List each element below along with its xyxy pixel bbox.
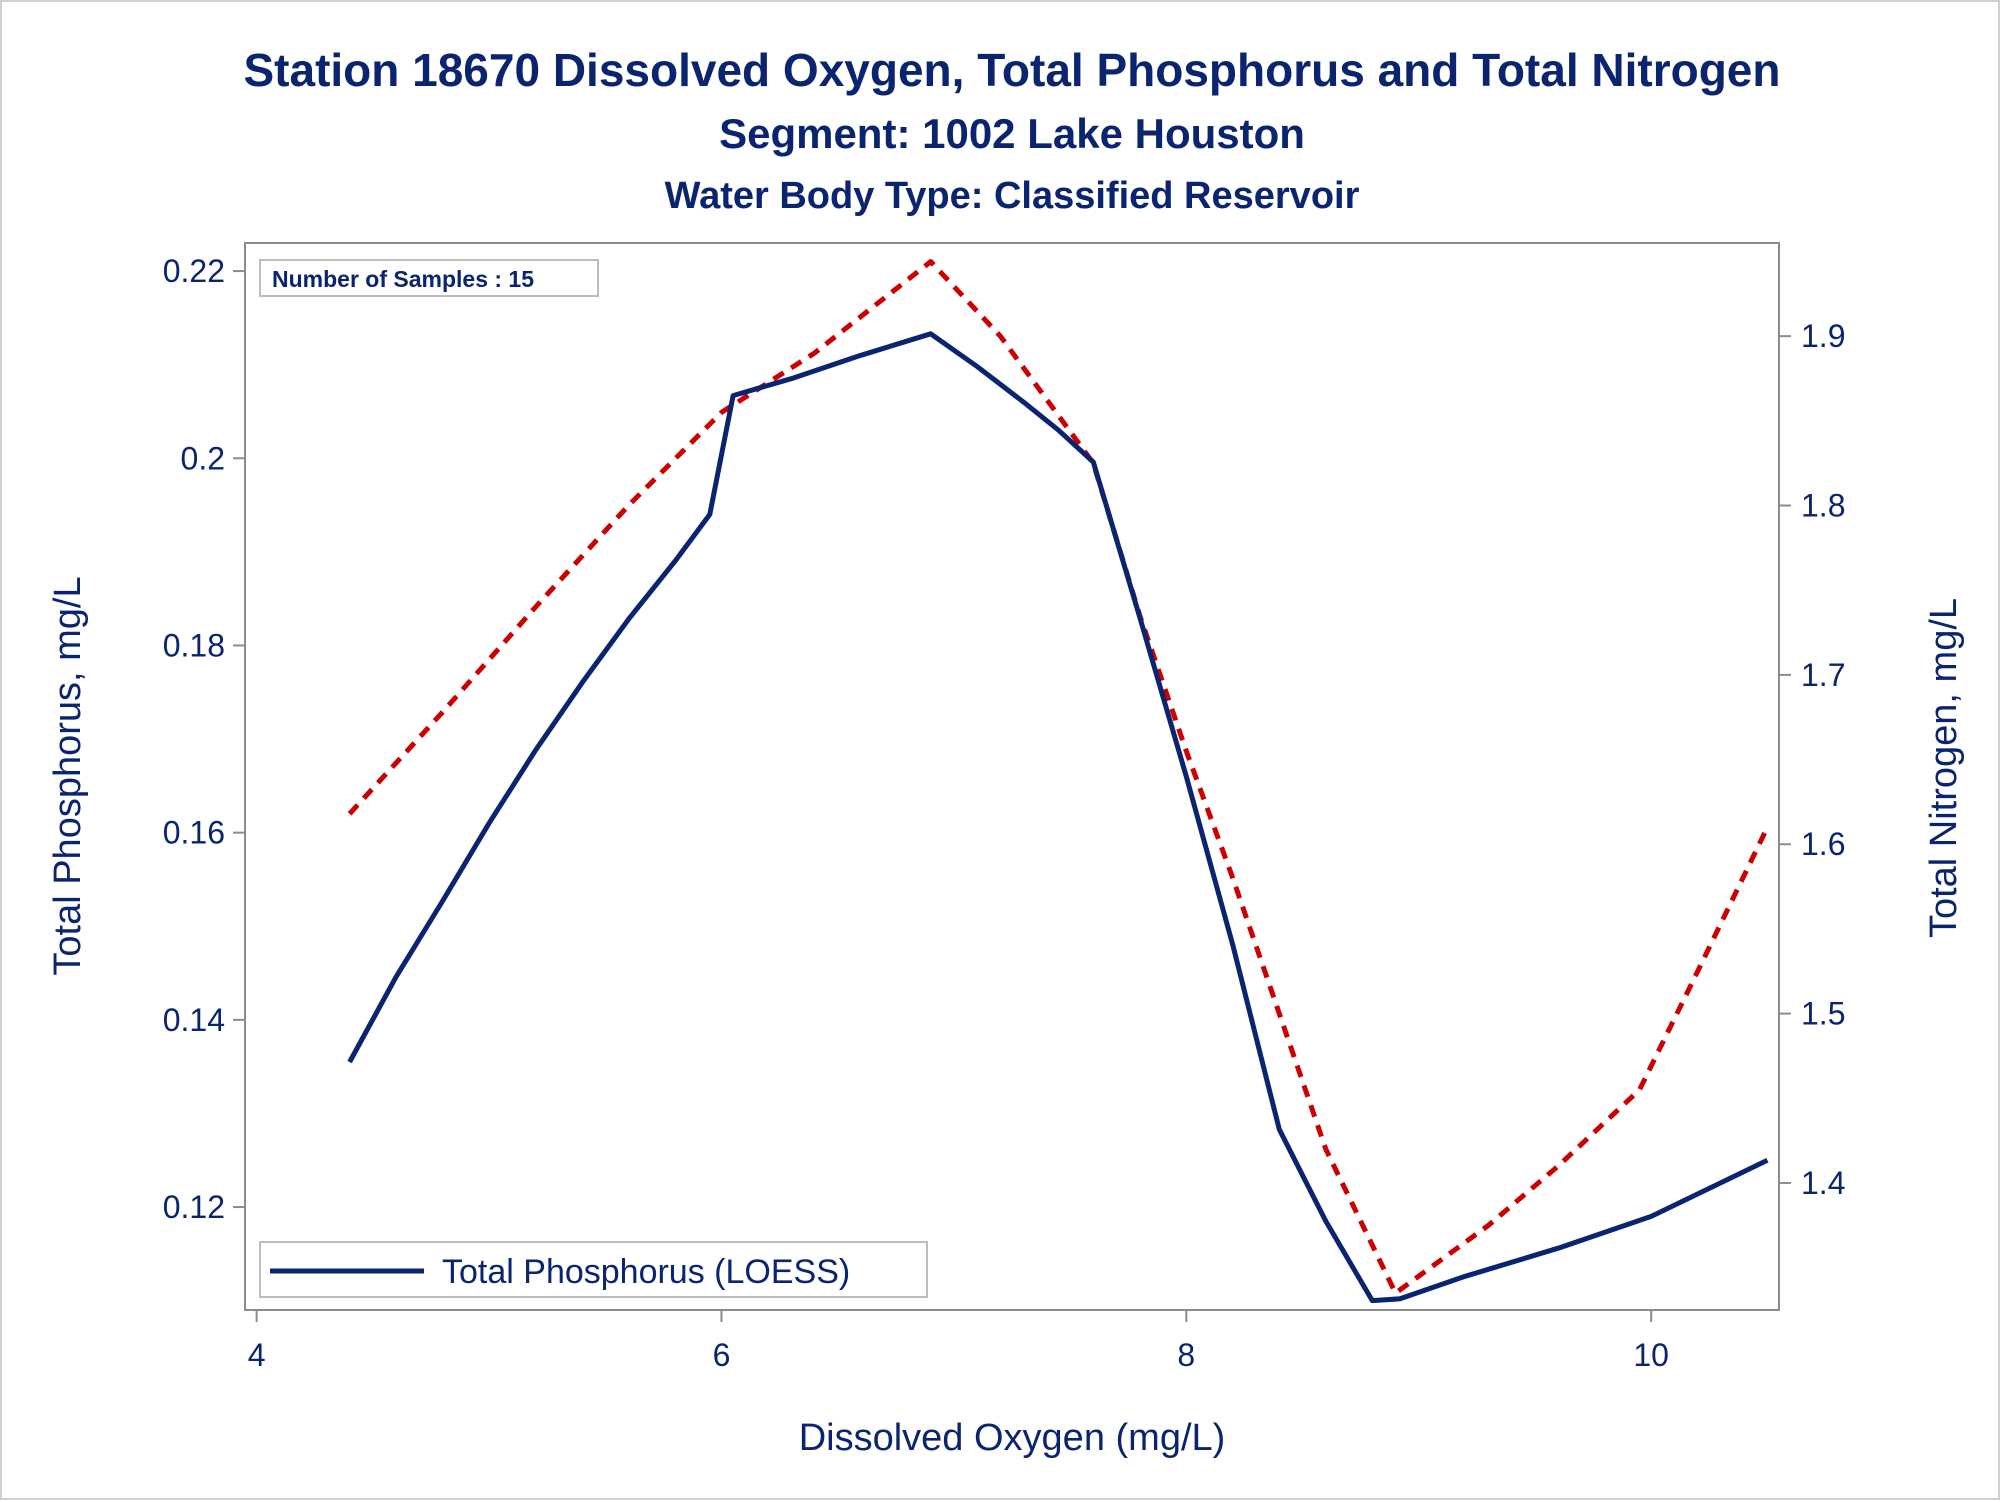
x-tick-label: 8 <box>1177 1337 1195 1373</box>
x-axis: 4 6 8 10 <box>248 1310 1669 1373</box>
sample-count-box: Number of Samples : 15 <box>259 259 599 297</box>
chart-subtitle: Segment: 1002 Lake Houston <box>719 110 1305 157</box>
legend: Total Phosphorus (LOESS) <box>259 1241 928 1298</box>
sample-count-text: Number of Samples : 15 <box>272 266 534 292</box>
total-phosphorus-line <box>347 331 1769 1304</box>
y2-axis-label: Total Nitrogen, mg/L <box>1923 598 1965 938</box>
y2-tick-label: 1.8 <box>1801 488 1845 524</box>
chart-title: Station 18670 Dissolved Oxygen, Total Ph… <box>243 44 1780 96</box>
y-tick-label: 0.16 <box>163 815 225 851</box>
total-nitrogen-line <box>347 259 1770 1296</box>
y2-tick-label: 1.6 <box>1801 826 1845 862</box>
plot-area <box>244 242 1780 1311</box>
x-tick-label: 10 <box>1633 1337 1669 1373</box>
y-axis-left: 0.12 0.14 0.16 0.18 0.2 0.22 <box>163 253 245 1225</box>
y2-tick-label: 1.7 <box>1801 657 1845 693</box>
y-tick-label: 0.14 <box>163 1002 225 1038</box>
y-tick-label: 0.22 <box>163 253 225 289</box>
y-tick-label: 0.2 <box>181 440 225 476</box>
y2-tick-label: 1.9 <box>1801 318 1845 354</box>
y-tick-label: 0.12 <box>163 1189 225 1225</box>
x-tick-label: 6 <box>713 1337 731 1373</box>
chart-subtitle-2: Water Body Type: Classified Reservoir <box>665 175 1360 217</box>
y-axis-label: Total Phosphorus, mg/L <box>47 576 89 975</box>
legend-label: Total Phosphorus (LOESS) <box>442 1253 850 1291</box>
y-tick-label: 0.18 <box>163 627 225 663</box>
y-axis-right: 1.4 1.5 1.6 1.7 1.8 1.9 <box>1779 318 1845 1201</box>
series-layer <box>347 259 1770 1304</box>
sample-count-border <box>259 259 599 297</box>
x-tick-label: 4 <box>248 1337 266 1373</box>
y2-tick-label: 1.5 <box>1801 996 1845 1032</box>
x-axis-label: Dissolved Oxygen (mg/L) <box>799 1417 1226 1459</box>
y2-tick-label: 1.4 <box>1801 1165 1845 1201</box>
